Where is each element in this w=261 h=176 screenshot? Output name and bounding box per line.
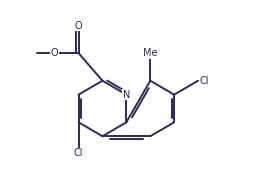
Text: O: O <box>51 48 58 58</box>
Text: Cl: Cl <box>74 149 83 158</box>
Text: Cl: Cl <box>199 76 209 86</box>
Text: O: O <box>75 21 82 31</box>
Text: N: N <box>123 90 130 100</box>
Text: Me: Me <box>143 48 157 58</box>
